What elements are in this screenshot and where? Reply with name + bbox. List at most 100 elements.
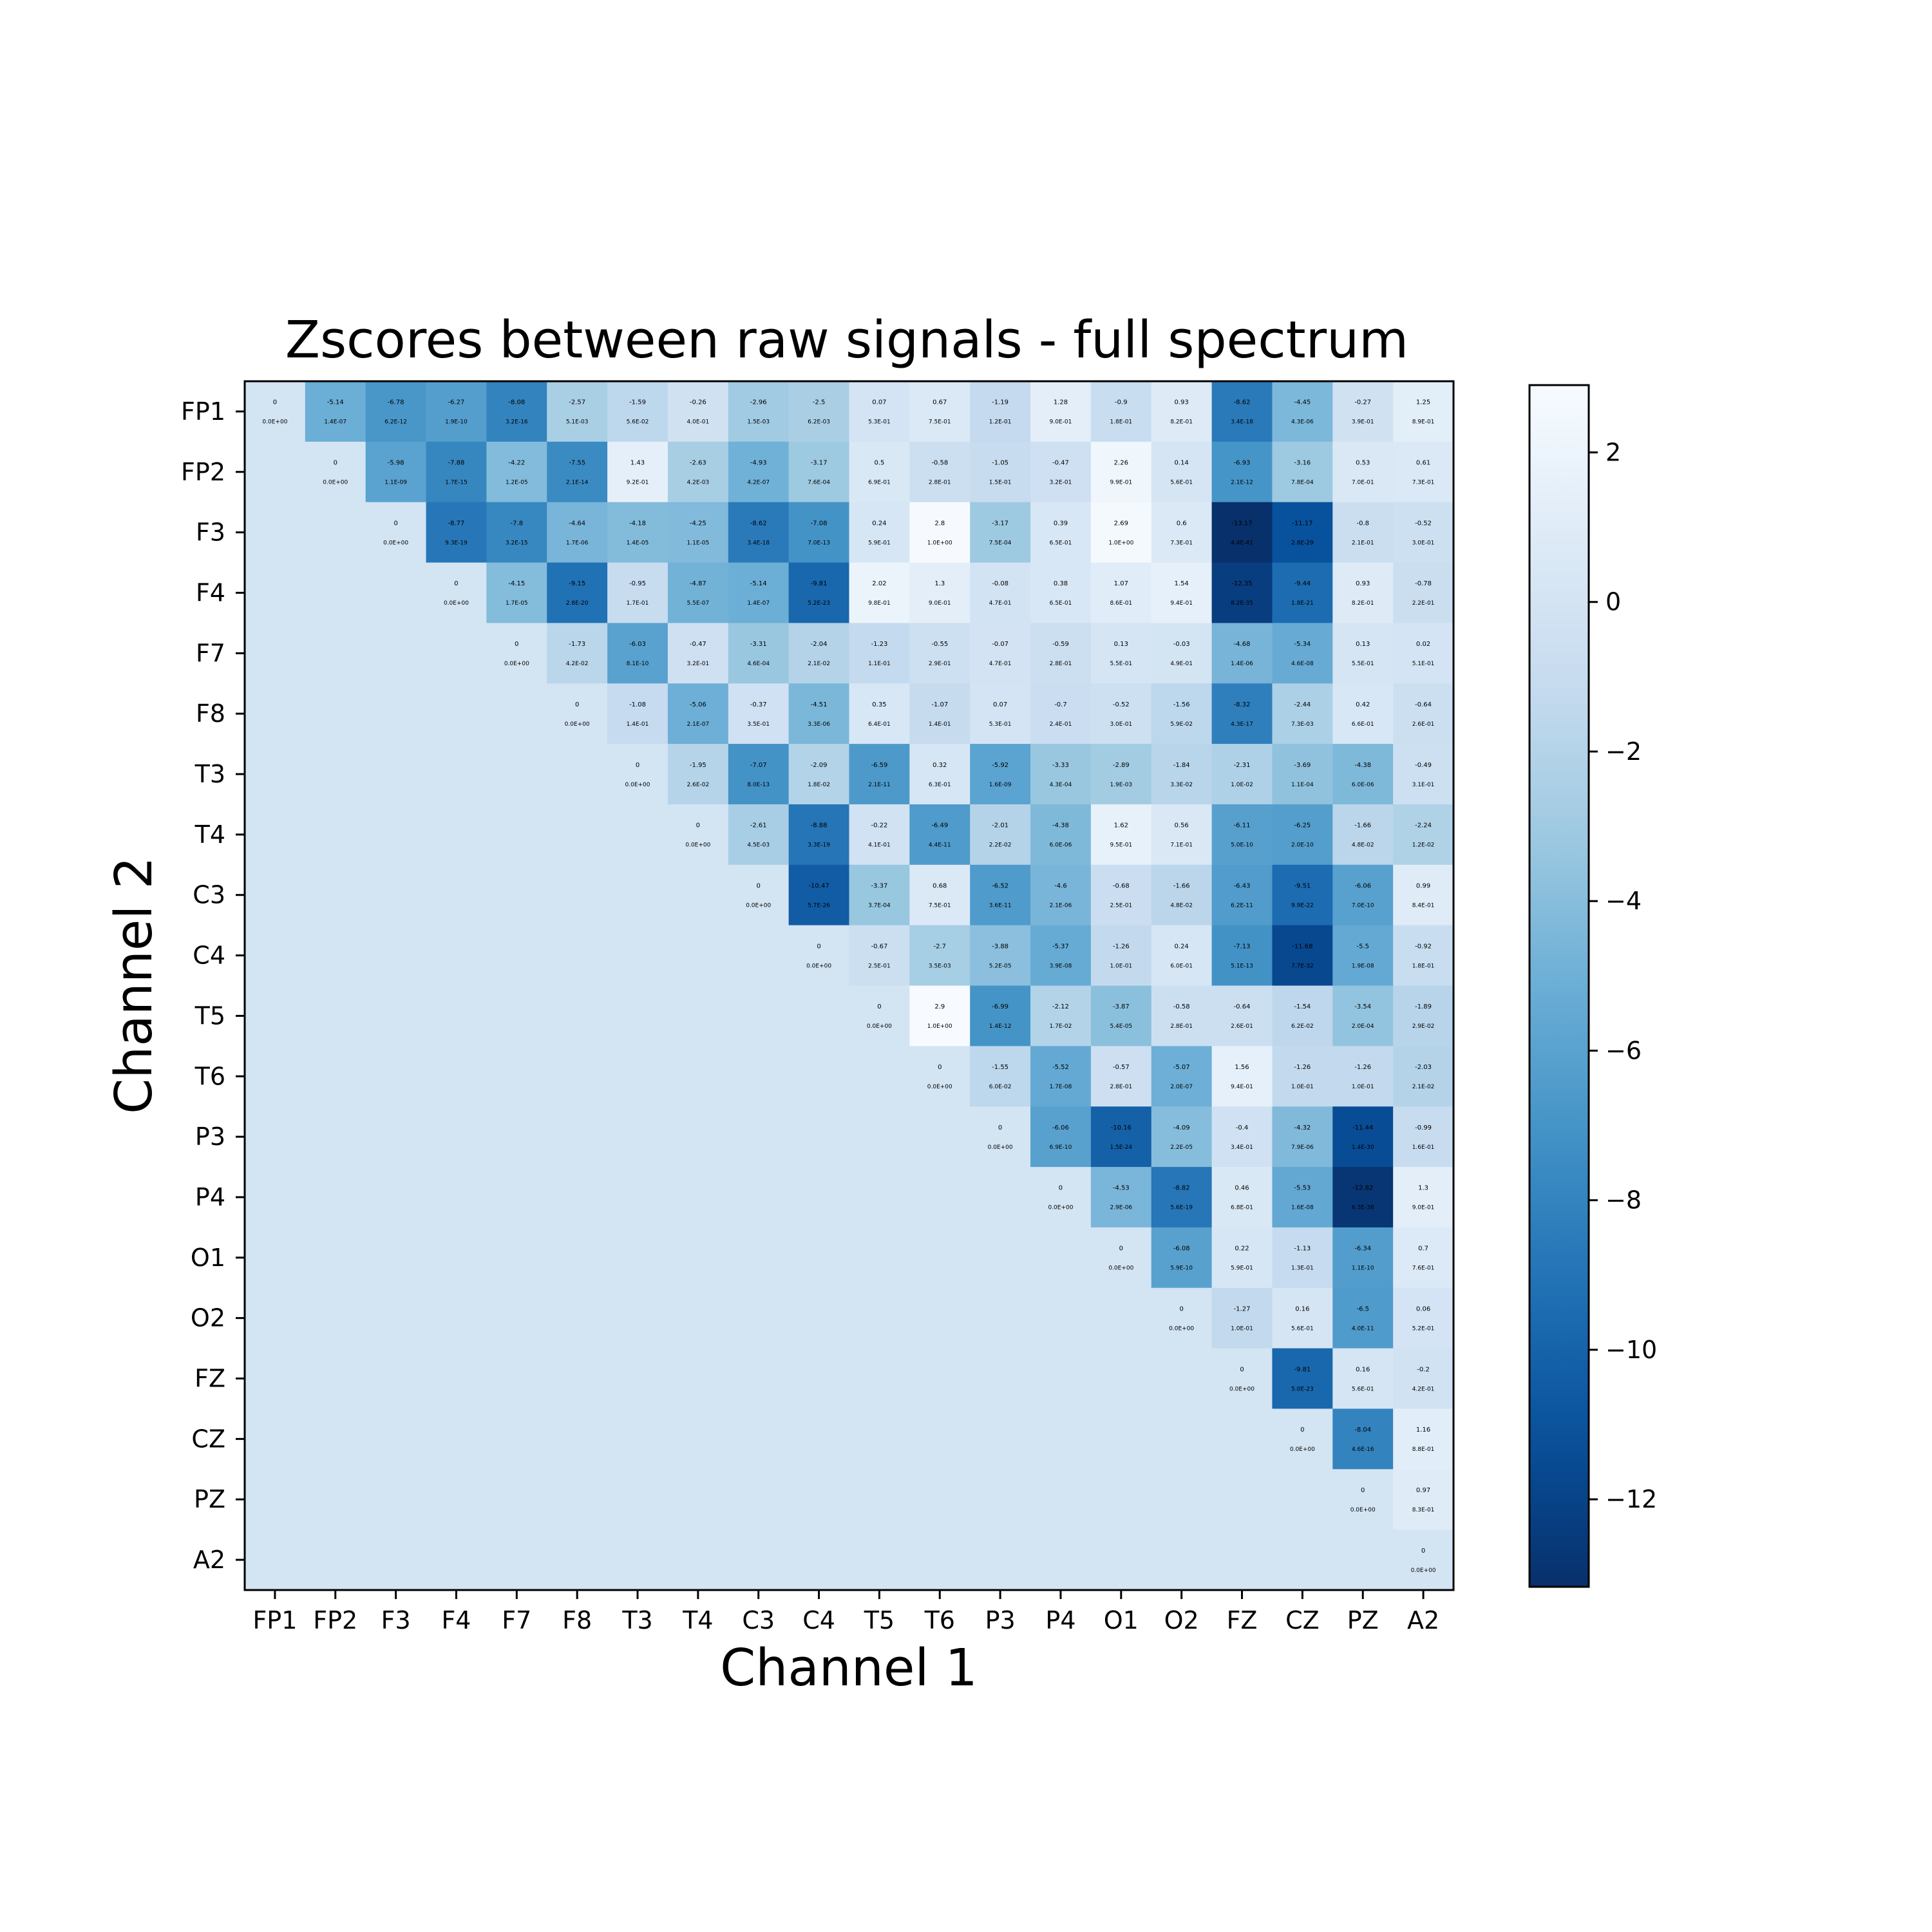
cell-pvalue-label: 5.2E-05 xyxy=(989,963,1012,969)
heatmap-cell xyxy=(607,985,668,1046)
cell-zscore-label: 2.69 xyxy=(1114,520,1128,527)
cell-pvalue-label: 1.8E-01 xyxy=(1110,419,1132,426)
cell-pvalue-label: 4.2E-01 xyxy=(1412,1386,1435,1392)
cell-zscore-label: -2.03 xyxy=(1415,1064,1432,1071)
cell-zscore-label: -0.64 xyxy=(1234,1003,1251,1010)
cell-zscore-label: -1.84 xyxy=(1173,762,1190,769)
colorbar-tick-label: −4 xyxy=(1605,887,1642,915)
cell-zscore-label: -0.67 xyxy=(871,943,887,950)
cell-zscore-label: -1.26 xyxy=(1354,1064,1371,1071)
heatmap-cell xyxy=(245,623,306,684)
cell-zscore-label: 0 xyxy=(1240,1366,1244,1373)
cell-zscore-label: -0.07 xyxy=(992,641,1009,648)
heatmap-cell xyxy=(486,562,547,623)
cell-pvalue-label: 5.9E-02 xyxy=(1170,721,1193,728)
heatmap-cell xyxy=(1211,683,1273,744)
cell-zscore-label: 0.07 xyxy=(993,701,1007,708)
cell-pvalue-label: 7.3E-01 xyxy=(1170,540,1193,546)
x-tick-label: F8 xyxy=(562,1606,592,1634)
cell-zscore-label: -2.09 xyxy=(811,762,828,769)
cell-pvalue-label: 1.6E-09 xyxy=(989,782,1012,788)
heatmap-cell xyxy=(486,1046,547,1107)
cell-pvalue-label: 7.3E-03 xyxy=(1291,721,1314,728)
cell-zscore-label: 1.54 xyxy=(1175,580,1189,587)
cell-pvalue-label: 5.9E-10 xyxy=(1170,1265,1193,1272)
cell-pvalue-label: 0.0E+00 xyxy=(806,963,831,969)
heatmap-cell xyxy=(245,381,306,442)
cell-pvalue-label: 1.6E-08 xyxy=(1291,1205,1314,1211)
x-tick-label: FP2 xyxy=(313,1606,357,1634)
heatmap-cell xyxy=(426,744,487,805)
heatmap-cell xyxy=(365,925,427,987)
heatmap-cell xyxy=(486,744,547,805)
cell-pvalue-label: 6.2E-12 xyxy=(384,419,407,426)
heatmap-cell xyxy=(1211,1530,1273,1591)
cell-pvalue-label: 6.3E-38 xyxy=(1352,1205,1374,1211)
cell-zscore-label: -1.07 xyxy=(931,701,948,708)
heatmap-cell xyxy=(1332,744,1394,805)
heatmap-cell xyxy=(1393,1227,1454,1289)
cell-zscore-label: -4.93 xyxy=(750,460,767,467)
heatmap-cell xyxy=(245,985,306,1046)
heatmap-cell xyxy=(1332,1348,1394,1410)
cell-zscore-label: -7.13 xyxy=(1234,943,1251,950)
cell-pvalue-label: 0.0E+00 xyxy=(444,600,469,607)
x-tick-label: T6 xyxy=(924,1606,955,1634)
cell-zscore-label: -4.68 xyxy=(1234,641,1251,648)
heatmap-cell xyxy=(607,381,668,442)
cell-zscore-label: 0 xyxy=(1421,1548,1425,1555)
heatmap-cell xyxy=(970,441,1031,503)
cell-pvalue-label: 1.4E-01 xyxy=(627,721,649,728)
cell-zscore-label: -0.47 xyxy=(690,641,706,648)
cell-zscore-label: -8.82 xyxy=(1173,1185,1190,1192)
heatmap-cell xyxy=(970,744,1031,805)
cell-zscore-label: -0.59 xyxy=(1052,641,1069,648)
cell-zscore-label: -3.17 xyxy=(811,460,828,467)
cell-zscore-label: 0 xyxy=(938,1064,942,1071)
cell-zscore-label: -4.45 xyxy=(1294,399,1311,406)
heatmap-cell xyxy=(1151,623,1213,684)
cell-pvalue-label: 0.0E+00 xyxy=(867,1023,892,1030)
heatmap-cell xyxy=(728,1046,790,1107)
heatmap-cell xyxy=(426,441,487,503)
cell-zscore-label: -6.59 xyxy=(871,762,887,769)
heatmap-cell xyxy=(1030,502,1092,564)
heatmap-cell xyxy=(426,623,487,684)
cell-zscore-label: -7.88 xyxy=(448,460,465,467)
cell-pvalue-label: 0.0E+00 xyxy=(323,480,348,486)
cell-zscore-label: 0 xyxy=(575,701,579,708)
heatmap-cell xyxy=(667,1408,729,1470)
cell-pvalue-label: 4.6E-16 xyxy=(1352,1446,1374,1453)
cell-pvalue-label: 1.4E-07 xyxy=(324,419,346,426)
heatmap-cell xyxy=(1332,441,1394,503)
heatmap-cell xyxy=(1211,1469,1273,1530)
cell-pvalue-label: 9.9E-01 xyxy=(1110,480,1132,486)
cell-pvalue-label: 3.5E-03 xyxy=(929,963,951,969)
colorbar-tick-label: −8 xyxy=(1605,1186,1642,1215)
cell-zscore-label: -5.5 xyxy=(1356,943,1369,950)
cell-pvalue-label: 5.6E-01 xyxy=(1291,1325,1314,1332)
heatmap-cell xyxy=(305,1287,366,1349)
heatmap-cell xyxy=(305,441,366,503)
cell-pvalue-label: 4.3E-04 xyxy=(1050,782,1072,788)
heatmap-cell xyxy=(1151,804,1213,866)
cell-zscore-label: 0 xyxy=(454,580,458,587)
heatmap-cell xyxy=(667,1287,729,1349)
heatmap-cell xyxy=(788,1106,850,1168)
cell-pvalue-label: 2.8E-29 xyxy=(1291,540,1314,546)
heatmap-cell xyxy=(607,1227,668,1289)
cell-zscore-label: 2.8 xyxy=(934,520,945,527)
heatmap-cell xyxy=(547,1227,608,1289)
heatmap-cell xyxy=(1272,441,1333,503)
x-tick-label: A2 xyxy=(1407,1606,1439,1634)
cell-pvalue-label: 3.4E-18 xyxy=(1231,419,1253,426)
heatmap-cell xyxy=(788,623,850,684)
heatmap-cell xyxy=(788,1530,850,1591)
heatmap-cell xyxy=(486,623,547,684)
heatmap-cell xyxy=(305,744,366,805)
heatmap-cell xyxy=(426,925,487,987)
cell-pvalue-label: 9.3E-19 xyxy=(445,540,468,546)
heatmap-cell xyxy=(1272,502,1333,564)
heatmap-cell xyxy=(547,744,608,805)
y-tick-label: T4 xyxy=(194,820,225,849)
